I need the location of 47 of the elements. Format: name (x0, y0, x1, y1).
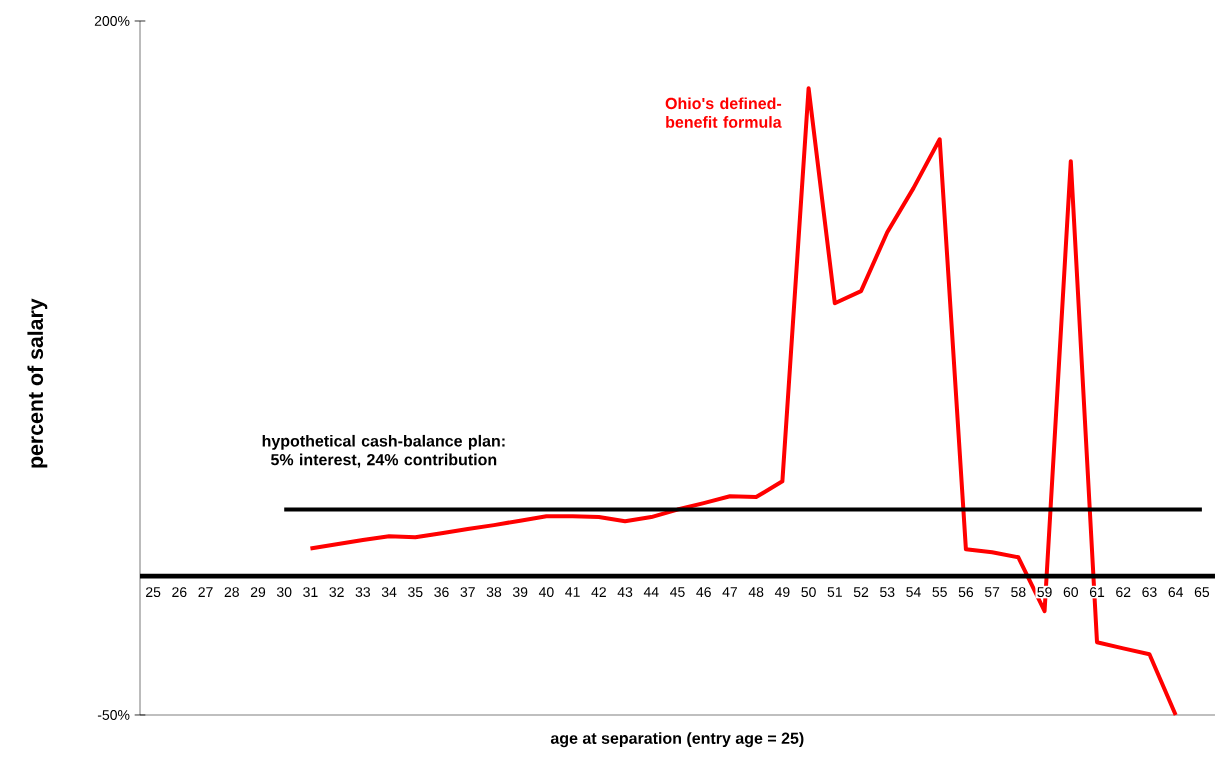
x-tick-label: 40 (538, 587, 554, 598)
x-tick-label: 57 (984, 587, 1000, 597)
x-tick-label: 62 (1116, 587, 1131, 598)
x-tick-label: 46 (696, 587, 711, 598)
x-tick-label: 54 (906, 587, 921, 597)
x-tick-label: 52 (853, 587, 869, 598)
x-tick-label: 33 (355, 587, 371, 598)
x-tick-label: 59 (1037, 587, 1052, 598)
x-tick-label: 34 (381, 587, 397, 598)
x-tick-label: 37 (460, 587, 475, 598)
x-axis-title: age at separation (entry age = 25) (550, 732, 804, 748)
y-tick-label: 200% (94, 16, 130, 26)
series-label: Ohio's defined-benefit formula (665, 97, 782, 128)
x-tick-label: 50 (801, 587, 816, 598)
x-tick-label: 30 (276, 587, 292, 598)
x-tick-label: 60 (1063, 587, 1079, 598)
x-tick-label: 65 (1194, 587, 1210, 598)
x-tick-label: 45 (670, 587, 685, 597)
x-tick-label: 47 (722, 587, 738, 597)
x-tick-label: 63 (1142, 587, 1157, 598)
x-tick-label: 58 (1011, 587, 1026, 598)
x-tick-label: 36 (434, 587, 449, 598)
x-tick-label: 35 (408, 587, 423, 598)
text: hypothetical cash-balance plan: 5% interest, 24% contribution (262, 434, 505, 468)
x-tick-label: 27 (198, 587, 213, 597)
y-axis-title: percent of salary (27, 298, 48, 468)
x-tick-label: 31 (303, 587, 318, 598)
x-tick-label: 43 (617, 587, 633, 598)
x-tick-label: 25 (146, 587, 161, 598)
x-tick-label: 56 (958, 587, 974, 598)
x-tick-label: 49 (774, 587, 790, 598)
x-tick-label: 32 (329, 587, 344, 598)
x-tick-label: 64 (1168, 587, 1184, 598)
x-tick-label: 26 (172, 587, 187, 598)
x-tick-label: 29 (250, 587, 266, 598)
x-tick-label: 44 (643, 587, 659, 597)
x-tick-label: 55 (932, 587, 947, 597)
x-tick-label: 61 (1089, 587, 1105, 598)
y-tick-label: -50% (97, 710, 130, 720)
x-tick-label: 42 (591, 587, 606, 597)
x-tick-label: 48 (748, 587, 764, 598)
x-tick-label: 41 (565, 587, 580, 597)
x-tick-label: 51 (827, 587, 842, 597)
x-tick-label: 39 (512, 587, 528, 598)
x-tick-label: 53 (880, 587, 895, 598)
x-tick-label: 28 (224, 587, 239, 598)
x-tick-label: 38 (486, 587, 502, 598)
